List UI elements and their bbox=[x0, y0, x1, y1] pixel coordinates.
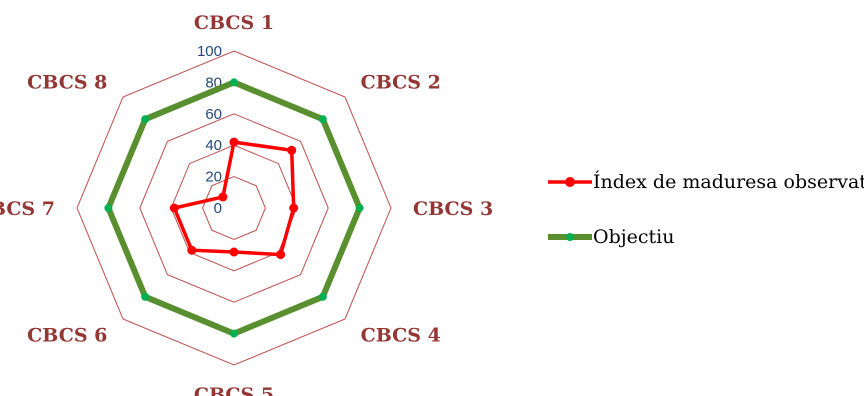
category-label-4: CBCS 4 bbox=[361, 325, 441, 347]
point-objectiu-8 bbox=[141, 115, 150, 124]
tick-label-100: 100 bbox=[197, 43, 222, 60]
category-label-5: CBCS 5 bbox=[194, 384, 274, 396]
category-labels: CBCS 1 CBCS 2 CBCS 3 CBCS 4 CBCS 5 CBCS 6 CBCS… bbox=[0, 12, 493, 396]
point-index-observat-1 bbox=[229, 137, 239, 147]
grid-ring-60 bbox=[139, 113, 329, 303]
legend-swatch-marker-1 bbox=[565, 177, 575, 187]
category-label-6: CBCS 6 bbox=[27, 325, 107, 347]
tick-label-20: 20 bbox=[205, 169, 222, 186]
point-index-observat-7 bbox=[169, 203, 179, 213]
point-index-observat-8 bbox=[218, 192, 228, 202]
point-index-observat-5 bbox=[229, 247, 239, 257]
grid-ring-40 bbox=[170, 144, 298, 272]
series-objectiu bbox=[104, 78, 364, 338]
legend-item-1: Índex de maduresa observat bbox=[548, 170, 864, 193]
tick-label-0: 0 bbox=[214, 200, 222, 217]
point-objectiu-6 bbox=[141, 292, 150, 301]
category-label-3: CBCS 3 bbox=[413, 198, 493, 220]
point-index-observat-2 bbox=[287, 145, 297, 155]
point-objectiu-4 bbox=[318, 292, 327, 301]
grid-ring-100 bbox=[76, 50, 392, 366]
category-label-2: CBCS 2 bbox=[361, 71, 441, 93]
point-objectiu-2 bbox=[318, 115, 327, 124]
point-index-observat-6 bbox=[187, 245, 197, 255]
point-objectiu-1 bbox=[230, 78, 238, 87]
point-index-observat-4 bbox=[276, 250, 286, 260]
legend-label-2: Objectiu bbox=[593, 226, 674, 248]
category-label-8: CBCS 8 bbox=[27, 71, 107, 93]
series-index-observat bbox=[169, 137, 299, 260]
radar-grid bbox=[76, 50, 392, 366]
series-layer bbox=[104, 78, 364, 338]
tick-label-60: 60 bbox=[205, 106, 222, 123]
legend-swatch-marker-2 bbox=[566, 233, 574, 241]
grid-ring-20 bbox=[202, 176, 266, 240]
point-objectiu-7 bbox=[104, 204, 113, 212]
category-label-1: CBCS 1 bbox=[194, 12, 274, 34]
point-objectiu-5 bbox=[230, 329, 238, 338]
point-index-observat-3 bbox=[289, 203, 299, 213]
legend-item-2: Objectiu bbox=[548, 226, 674, 248]
legend-label-1: Índex de maduresa observat bbox=[593, 170, 864, 193]
legend: Índex de maduresa observat Objectiu bbox=[548, 170, 864, 248]
series-line-index-observat bbox=[171, 140, 296, 257]
category-label-7: CBCS 7 bbox=[0, 198, 55, 220]
tick-label-40: 40 bbox=[205, 137, 222, 154]
point-objectiu-3 bbox=[355, 204, 364, 212]
